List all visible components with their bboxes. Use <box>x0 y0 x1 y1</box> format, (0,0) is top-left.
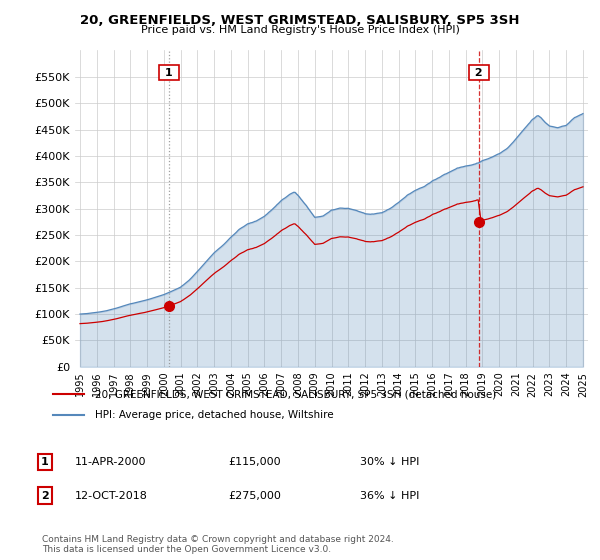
Text: 2: 2 <box>471 68 487 77</box>
Text: 20, GREENFIELDS, WEST GRIMSTEAD, SALISBURY, SP5 3SH: 20, GREENFIELDS, WEST GRIMSTEAD, SALISBU… <box>80 14 520 27</box>
Text: 1: 1 <box>161 68 176 77</box>
Text: 30% ↓ HPI: 30% ↓ HPI <box>360 457 419 467</box>
Text: 11-APR-2000: 11-APR-2000 <box>75 457 146 467</box>
Text: £275,000: £275,000 <box>228 491 281 501</box>
Text: 36% ↓ HPI: 36% ↓ HPI <box>360 491 419 501</box>
Text: 1: 1 <box>41 457 49 467</box>
Text: £115,000: £115,000 <box>228 457 281 467</box>
Text: Price paid vs. HM Land Registry's House Price Index (HPI): Price paid vs. HM Land Registry's House … <box>140 25 460 35</box>
Text: HPI: Average price, detached house, Wiltshire: HPI: Average price, detached house, Wilt… <box>95 410 334 420</box>
Text: 12-OCT-2018: 12-OCT-2018 <box>75 491 148 501</box>
Text: 2: 2 <box>41 491 49 501</box>
Text: 20, GREENFIELDS, WEST GRIMSTEAD, SALISBURY, SP5 3SH (detached house): 20, GREENFIELDS, WEST GRIMSTEAD, SALISBU… <box>95 389 496 399</box>
Text: Contains HM Land Registry data © Crown copyright and database right 2024.
This d: Contains HM Land Registry data © Crown c… <box>42 535 394 554</box>
